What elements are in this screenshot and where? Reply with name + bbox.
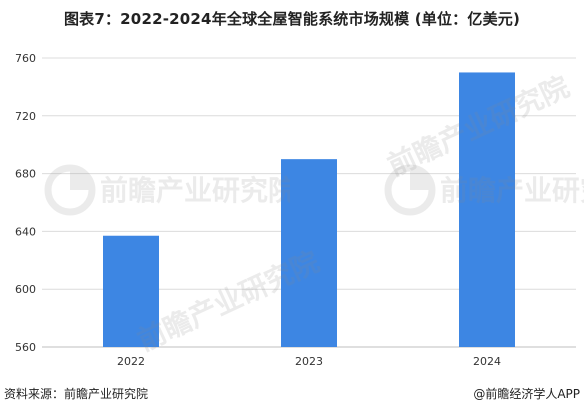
footer: 资料来源：前瞻产业研究院 @前瞻经济学人APP (0, 385, 584, 405)
bars (103, 72, 515, 347)
x-tick-label: 2024 (473, 355, 501, 368)
y-tick-label: 720 (15, 110, 36, 123)
y-tick-label: 600 (15, 283, 36, 296)
y-tick-label: 640 (15, 225, 36, 238)
y-tick-label: 680 (15, 168, 36, 181)
x-tick-label: 2022 (117, 355, 145, 368)
bar-2022 (103, 235, 159, 347)
x-axis-ticks: 2022 2023 2024 (117, 355, 501, 368)
bar-chart: 560 600 640 680 720 760 2022 2023 2024 (15, 52, 576, 368)
y-tick-label: 560 (15, 341, 36, 354)
bar-2024 (459, 72, 515, 347)
source-note: 资料来源：前瞻产业研究院 (4, 387, 149, 401)
bar-2023 (281, 159, 337, 347)
x-tick-label: 2023 (295, 355, 323, 368)
brand-label: @前瞻经济学人APP (473, 387, 580, 401)
chart-title: 图表7：2022-2024年全球全屋智能系统市场规模 (单位：亿美元) (63, 10, 521, 28)
y-axis-ticks: 560 600 640 680 720 760 (15, 52, 36, 354)
y-tick-label: 760 (15, 52, 36, 65)
